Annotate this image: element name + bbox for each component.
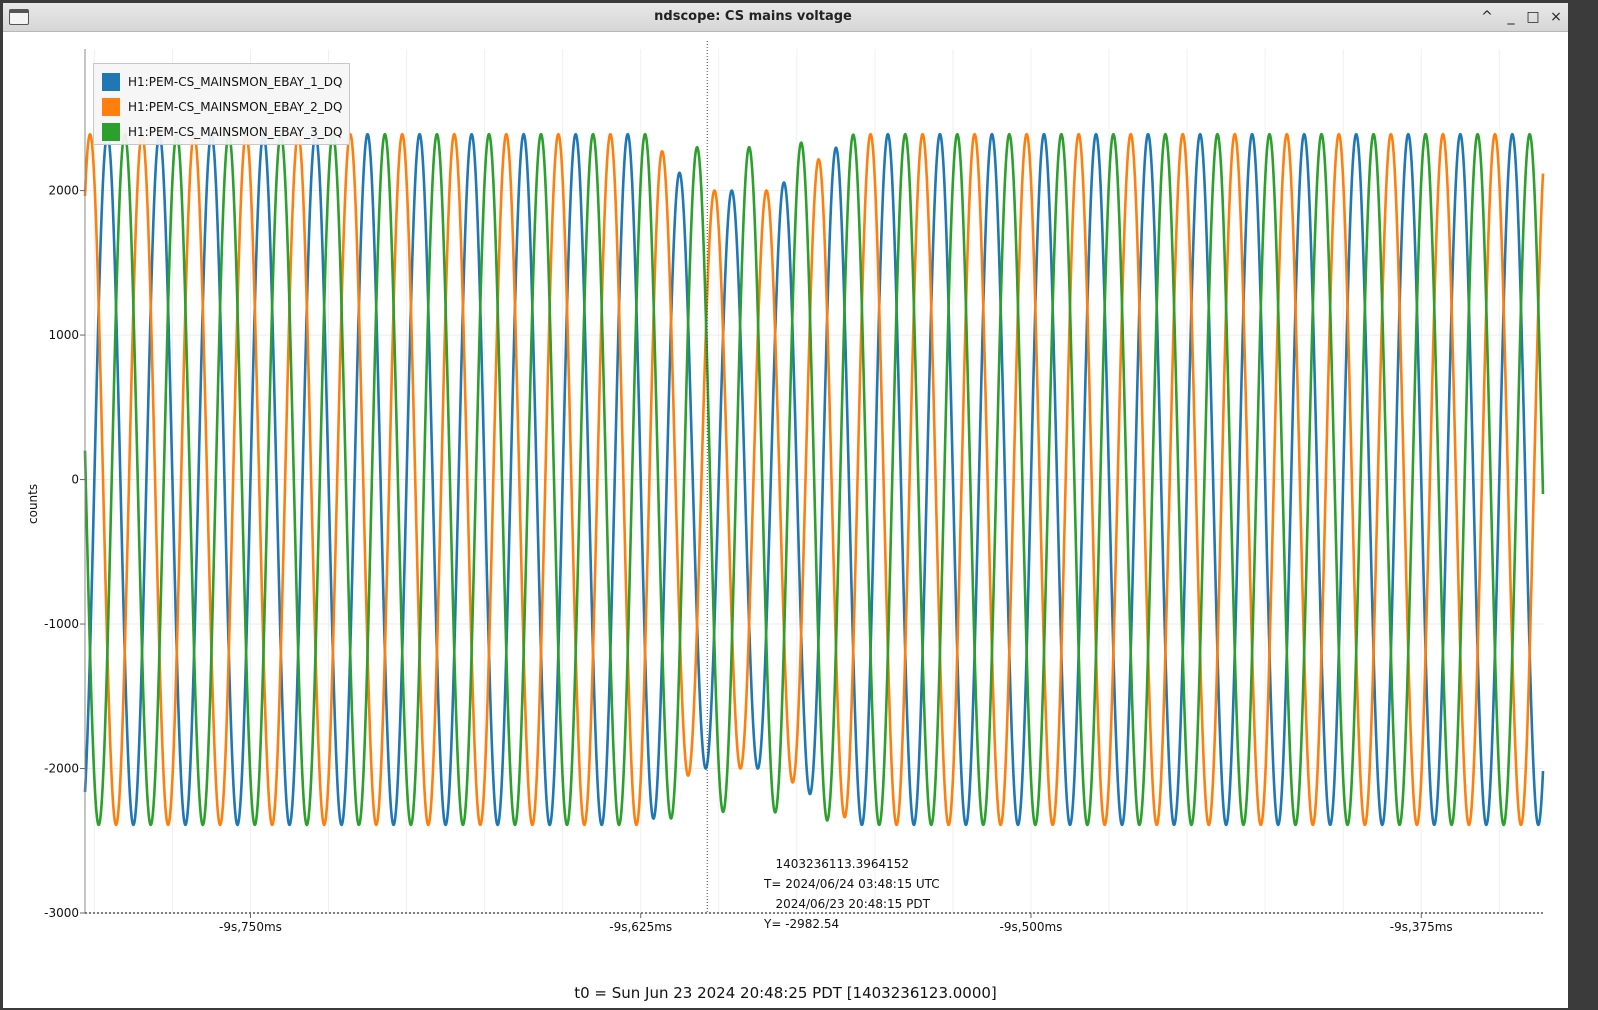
mains-voltage-chart[interactable]: 2000 1000 0 -1000 -2000 -3000 -9s,750ms -9s,625…: [3, 31, 1568, 981]
x-tick-label: -9s,750ms: [219, 920, 282, 934]
legend-item-ebay-3[interactable]: H1:PEM-CS_MAINSMON_EBAY_3_DQ: [102, 122, 347, 142]
y-tick-label: -3000: [44, 906, 79, 920]
cursor-pdt-time: 2024/06/23 20:48:15 PDT: [764, 897, 930, 911]
legend-item-ebay-1[interactable]: H1:PEM-CS_MAINSMON_EBAY_1_DQ: [102, 72, 347, 92]
legend-label-ebay-1: H1:PEM-CS_MAINSMON_EBAY_1_DQ: [128, 75, 343, 89]
ndscope-window: ndscope: CS mains voltage ^ _ □ × 2000 10…: [3, 3, 1568, 1008]
cursor-utc-time: T= 2024/06/24 03:48:15 UTC: [764, 877, 940, 891]
cursor-readout: 1403236113.3964152 T= 2024/06/24 03:48:1…: [764, 857, 944, 937]
x-tick-label: -9s,375ms: [1390, 920, 1453, 934]
y-tick-label: -2000: [44, 762, 79, 776]
y-axis-label: counts: [26, 483, 40, 524]
title-bar[interactable]: ndscope: CS mains voltage ^ _ □ ×: [3, 3, 1568, 32]
series-trace-ebay-3: [83, 132, 1545, 827]
y-tick-label: 1000: [48, 328, 79, 342]
x-tick-label: -9s,500ms: [1000, 920, 1063, 934]
window-title: ndscope: CS mains voltage: [654, 9, 852, 24]
maximize-button[interactable]: □: [1526, 9, 1540, 25]
window-icon[interactable]: [9, 9, 29, 25]
shade-button[interactable]: ^: [1481, 9, 1493, 25]
close-button[interactable]: ×: [1550, 9, 1562, 25]
y-tick-label: 2000: [48, 184, 79, 198]
cursor-gps-time: 1403236113.3964152: [764, 857, 910, 871]
plot-area[interactable]: 2000 1000 0 -1000 -2000 -3000 -9s,750ms -9s,625…: [3, 31, 1568, 1008]
legend-item-ebay-2[interactable]: H1:PEM-CS_MAINSMON_EBAY_2_DQ: [102, 97, 347, 117]
axes: 2000 1000 0 -1000 -2000 -3000 -9s,750ms -9s,625…: [44, 49, 1543, 934]
y-tick-label: -1000: [44, 617, 79, 631]
legend-label-ebay-2: H1:PEM-CS_MAINSMON_EBAY_2_DQ: [128, 100, 343, 114]
legend-swatch-ebay-2: [102, 98, 120, 116]
series-trace-ebay-1: [83, 132, 1545, 827]
t0-label: t0 = Sun Jun 23 2024 20:48:25 PDT [14032…: [574, 984, 997, 1002]
legend-swatch-ebay-3: [102, 123, 120, 141]
legend-label-ebay-3: H1:PEM-CS_MAINSMON_EBAY_3_DQ: [128, 125, 343, 139]
legend[interactable]: H1:PEM-CS_MAINSMON_EBAY_1_DQ H1:PEM-CS_M…: [93, 63, 350, 145]
cursor-y-value: Y= -2982.54: [764, 917, 840, 931]
series-traces: [83, 132, 1545, 827]
x-tick-label: -9s,625ms: [609, 920, 672, 934]
y-tick-label: 0: [71, 473, 79, 487]
minimize-button[interactable]: _: [1507, 9, 1515, 25]
series-trace-ebay-2: [83, 132, 1545, 827]
legend-swatch-ebay-1: [102, 73, 120, 91]
